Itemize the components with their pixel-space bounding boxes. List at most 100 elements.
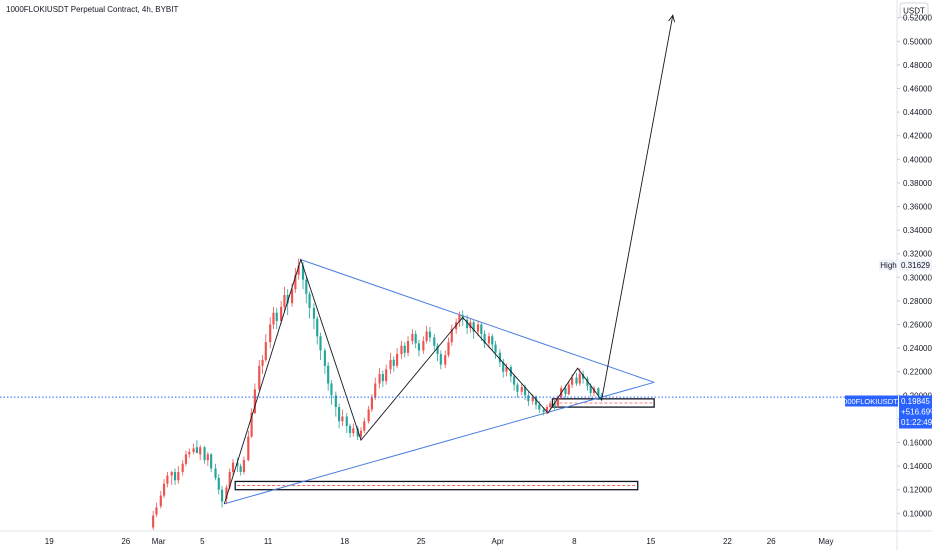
candle-body	[567, 384, 570, 395]
price-tick-label: 0.40000	[903, 155, 932, 164]
triangle-lower-line	[224, 381, 655, 505]
price-tick-label: 0.38000	[903, 179, 932, 188]
candle-body	[466, 319, 469, 329]
time-tick-label: 15	[646, 537, 655, 546]
candle-body	[305, 279, 308, 294]
candle-body	[553, 403, 556, 406]
candle-body	[549, 403, 552, 408]
candle-body	[348, 425, 352, 434]
candle-body	[330, 383, 333, 396]
triangle-trendlines	[224, 259, 655, 505]
high-tag-label-bg	[879, 259, 898, 271]
price-tick-label: 0.50000	[903, 37, 932, 46]
candle-body	[396, 354, 399, 366]
candle-body	[199, 447, 202, 455]
candle-body	[159, 495, 162, 507]
time-tick-label: 25	[417, 537, 426, 546]
candle-body	[444, 355, 447, 365]
candle-body	[578, 374, 581, 384]
price-tick-label: 0.14000	[903, 462, 932, 471]
candle-body	[370, 397, 374, 410]
candle-body	[472, 322, 475, 332]
candle-body	[308, 293, 311, 308]
candle-body	[192, 448, 195, 452]
candle-body	[253, 389, 256, 413]
candle-body	[403, 345, 406, 353]
candle-body	[428, 331, 431, 338]
candle-body	[319, 336, 322, 351]
candle-body	[597, 388, 600, 396]
candle-body	[283, 295, 286, 307]
swing-pattern	[223, 14, 676, 505]
candle-body	[231, 462, 235, 472]
currency-button[interactable]: USDT	[899, 2, 929, 19]
candle-body	[275, 312, 278, 321]
candle-body	[184, 454, 188, 464]
candle-body	[166, 475, 169, 484]
price-tick-label: 0.42000	[903, 132, 932, 141]
candle-body	[181, 463, 184, 472]
candle-body	[290, 289, 294, 304]
price-tick-label: 0.26000	[903, 321, 932, 330]
candle-body	[433, 337, 436, 346]
candle-body	[228, 472, 231, 488]
candle-body	[447, 342, 450, 356]
candle-body	[586, 378, 589, 386]
candle-body	[414, 333, 417, 344]
candle-body	[487, 336, 491, 344]
candle-body	[389, 359, 392, 370]
candle-body	[203, 447, 206, 461]
time-tick-label: 11	[264, 537, 273, 546]
high-tag-label: High	[880, 261, 896, 270]
candle-body	[359, 430, 363, 437]
candle-body	[542, 409, 545, 412]
candle-body	[476, 324, 480, 332]
price-tag: 1000FLOKIUSDT.P 0.19845 +516.69% 01:22:4…	[839, 395, 932, 429]
candle-body	[564, 388, 567, 395]
candle-body	[210, 454, 213, 469]
time-axis[interactable]: 19 26 Mar 5 11 18 25 Apr 8 15 22 26 May	[45, 537, 834, 546]
candle-body	[406, 341, 410, 353]
candle-body	[458, 315, 461, 323]
candle-body	[589, 385, 592, 393]
candle-body	[220, 489, 224, 502]
candle-body	[152, 515, 155, 528]
candle-body	[301, 265, 305, 280]
candle-body	[327, 365, 330, 384]
candle-body	[516, 384, 519, 392]
candle-body	[247, 436, 250, 461]
candle-body	[261, 359, 264, 366]
candle-body	[581, 374, 585, 379]
candle-body	[505, 366, 508, 372]
currency-button-frame[interactable]	[899, 2, 929, 19]
candle-body	[491, 336, 494, 345]
candle-body	[338, 407, 341, 422]
candle-body	[374, 383, 377, 398]
currency-button-label[interactable]: USDT	[903, 7, 925, 16]
candle-body	[170, 472, 173, 476]
time-tick-label: 5	[200, 537, 205, 546]
candle-body	[381, 374, 384, 382]
candle-body	[385, 369, 388, 382]
candle-body	[236, 462, 239, 467]
price-tick-label: 0.10000	[903, 509, 932, 518]
candle-body	[294, 274, 297, 290]
candle-body	[545, 407, 549, 412]
price-tick-label: 0.34000	[903, 226, 932, 235]
candle-body	[225, 487, 228, 500]
price-tag-countdown: 01:22:49	[901, 418, 932, 427]
candle-body	[280, 306, 283, 321]
candle-body	[556, 397, 559, 406]
high-tag: High 0.31629	[879, 259, 932, 271]
price-tag-symbol-bg	[845, 395, 898, 407]
candle-body	[250, 413, 253, 437]
time-tick-label: 19	[45, 537, 54, 546]
high-tag-value: 0.31629	[901, 261, 930, 270]
candle-body	[323, 350, 326, 366]
candle-body	[367, 409, 370, 422]
price-axis[interactable]: 0.52000 0.50000 0.48000 0.46000 0.44000 0.420…	[897, 14, 932, 519]
candle-body	[571, 377, 574, 385]
price-tick-label: 0.46000	[903, 85, 932, 94]
demand-zones	[234, 398, 655, 491]
